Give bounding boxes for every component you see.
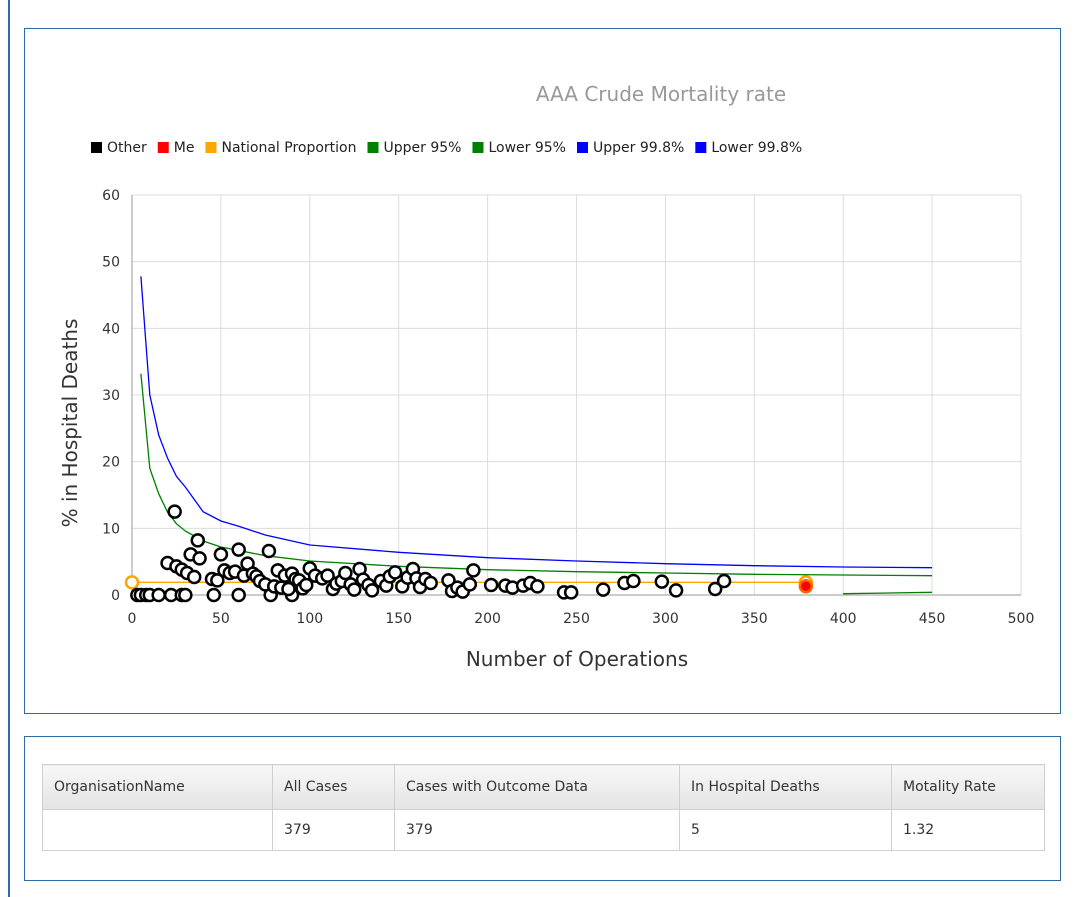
y-axis-label: % in Hospital Deaths	[58, 319, 82, 528]
chart-legend: Other Me National Proportion Upper 95% Lower…	[91, 140, 802, 156]
legend-swatch	[695, 142, 707, 153]
other-point	[298, 577, 314, 593]
other-point	[261, 543, 277, 559]
cell-cases-with-outcome: 379	[394, 809, 680, 851]
x-axis-ticks: 0 50 100 150 200 250 300 350 400 450 500	[128, 611, 1035, 627]
header-cases-with-outcome: Cases with Outcome Data	[394, 764, 680, 810]
other-point	[654, 574, 670, 589]
header-organisation-name: OrganisationName	[42, 764, 273, 810]
legend-label: Me	[174, 140, 195, 156]
x-tick-label: 500	[1008, 611, 1035, 627]
y-axis-ticks: 0 10 20 30 40 50 60	[102, 188, 120, 604]
legend-label: Upper 99.8%	[593, 140, 684, 156]
chart-points	[130, 504, 814, 603]
other-point	[206, 587, 222, 603]
other-point	[178, 587, 193, 603]
table-row: 379 379 5 1.32	[42, 809, 1045, 851]
y-tick-label: 50	[102, 255, 120, 271]
x-axis-label: Number of Operations	[466, 647, 688, 671]
y-tick-label: 60	[102, 188, 120, 204]
y-tick-label: 30	[102, 388, 120, 404]
legend-swatch	[157, 142, 169, 153]
x-tick-label: 350	[741, 611, 768, 627]
left-divider	[8, 0, 10, 897]
x-tick-label: 400	[830, 611, 857, 627]
chart-grid	[132, 194, 1022, 595]
y-tick-label: 40	[102, 321, 120, 337]
x-tick-label: 0	[128, 611, 137, 627]
other-point	[364, 583, 380, 598]
table-header-row: OrganisationName All Cases Cases with Ou…	[42, 764, 1045, 810]
cell-in-hospital-deaths: 5	[679, 809, 892, 851]
legend-swatch	[205, 142, 217, 153]
cell-mortality-rate: 1.32	[891, 809, 1045, 851]
mortality-chart: AAA Crude Mortality rate Other Me National…	[58, 82, 1035, 671]
legend-label: Lower 99.8%	[711, 140, 802, 156]
legend-label: Lower 95%	[488, 140, 566, 156]
other-point	[231, 542, 246, 557]
x-tick-label: 50	[212, 611, 230, 627]
other-point	[716, 573, 732, 589]
legend-swatch	[367, 142, 379, 153]
other-point	[483, 577, 499, 593]
legend-swatch	[91, 142, 102, 153]
x-tick-label: 200	[474, 611, 501, 627]
y-tick-label: 20	[102, 455, 120, 471]
other-point	[707, 581, 723, 597]
y-tick-label: 0	[111, 588, 120, 604]
legend-label: National Proportion	[221, 140, 356, 156]
x-tick-label: 450	[919, 611, 946, 627]
legend-swatch	[472, 142, 484, 153]
x-tick-label: 150	[385, 611, 412, 627]
series-line-upper-99-8-	[140, 276, 933, 569]
summary-table: OrganisationName All Cases Cases with Ou…	[42, 764, 1045, 851]
chart-title: AAA Crude Mortality rate	[536, 82, 786, 106]
header-all-cases: All Cases	[272, 764, 395, 810]
national-proportion-marker	[124, 575, 140, 590]
other-point	[626, 573, 641, 589]
header-in-hospital-deaths: In Hospital Deaths	[679, 764, 892, 810]
legend-label: Upper 95%	[384, 140, 462, 156]
chart-lines	[124, 276, 933, 595]
x-tick-label: 300	[652, 611, 679, 627]
x-tick-label: 250	[563, 611, 590, 627]
chart-panel: AAA Crude Mortality rate Other Me National…	[24, 28, 1061, 714]
other-point	[462, 577, 478, 592]
other-point	[563, 585, 579, 600]
other-point	[320, 568, 335, 583]
cell-organisation-name	[42, 809, 273, 851]
other-point	[186, 569, 202, 585]
other-point	[338, 565, 353, 581]
y-tick-label: 10	[102, 521, 120, 537]
other-point	[530, 579, 545, 594]
other-point	[190, 533, 206, 548]
other-point	[167, 504, 182, 519]
me-point	[798, 578, 814, 594]
table-panel: OrganisationName All Cases Cases with Ou…	[24, 736, 1061, 881]
other-point	[210, 573, 225, 588]
header-mortality-rate: Motality Rate	[891, 764, 1045, 810]
other-point	[151, 587, 166, 603]
series-line-upper-95-	[140, 373, 933, 577]
other-point	[423, 575, 438, 591]
other-point	[231, 587, 246, 603]
other-point	[595, 582, 611, 597]
legend-label: Other	[107, 140, 147, 156]
other-point	[281, 581, 296, 597]
other-point	[387, 565, 403, 580]
x-tick-label: 100	[296, 611, 323, 627]
other-point	[668, 583, 684, 598]
other-point	[192, 551, 207, 566]
other-point	[213, 547, 229, 562]
other-point	[466, 563, 481, 578]
cell-all-cases: 379	[272, 809, 395, 851]
legend-swatch	[576, 142, 588, 153]
series-line-lower-95-	[843, 591, 933, 595]
other-point	[347, 582, 362, 597]
